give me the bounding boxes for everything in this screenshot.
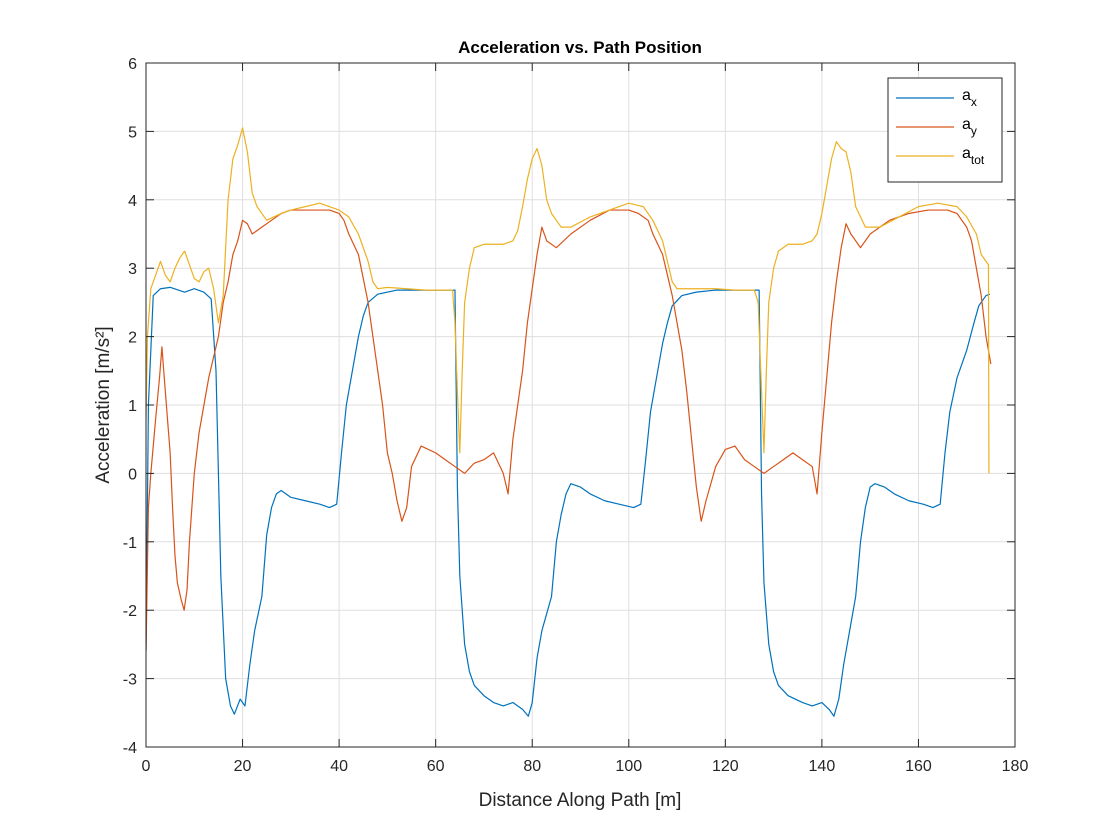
y-tick-label: -2 [123, 603, 137, 620]
y-tick-label: 1 [128, 398, 137, 415]
y-tick-labels: -4 -3 -2 -1 0 1 2 3 4 5 6 [123, 56, 137, 757]
x-tick-label: 160 [905, 758, 932, 775]
legend: ax ay atot [887, 77, 1003, 183]
x-tick-label: 120 [712, 758, 739, 775]
legend-entry-y: ay [962, 116, 977, 138]
y-tick-label: 5 [128, 124, 137, 141]
series-layer [146, 127, 992, 717]
y-tick-label: -1 [123, 535, 137, 552]
y-tick-label: -4 [123, 740, 137, 757]
y-tick-label: 2 [128, 330, 137, 347]
series-line-y [146, 209, 992, 652]
y-tick-label: -3 [123, 672, 137, 689]
y-tick-label: 3 [128, 261, 137, 278]
series-line-tot [146, 127, 990, 474]
grid-lines [145, 62, 1016, 748]
x-tick-label: 180 [1002, 758, 1029, 775]
x-axis-label: Distance Along Path [m] [479, 790, 682, 811]
x-tick-label: 40 [330, 758, 348, 775]
y-tick-label: 6 [128, 56, 137, 73]
x-tick-label: 20 [234, 758, 252, 775]
legend-box [887, 77, 1003, 183]
y-tick-label: 4 [128, 193, 137, 210]
x-tick-labels: 0 20 40 60 80 100 120 140 160 180 [142, 758, 1029, 775]
legend-entry-x: ax [962, 87, 977, 109]
legend-entry-tot: atot [962, 145, 985, 167]
y-axis-label: Acceleration [m/s²] [93, 326, 114, 483]
y-tick-label: 0 [128, 466, 137, 483]
x-tick-label: 100 [615, 758, 642, 775]
chart-title: Acceleration vs. Path Position [458, 38, 702, 57]
series-line-x [146, 286, 991, 717]
x-tick-label: 0 [142, 758, 151, 775]
x-tick-label: 80 [523, 758, 541, 775]
x-tick-label: 60 [427, 758, 445, 775]
axis-ticks [145, 62, 1016, 748]
x-tick-label: 140 [809, 758, 836, 775]
